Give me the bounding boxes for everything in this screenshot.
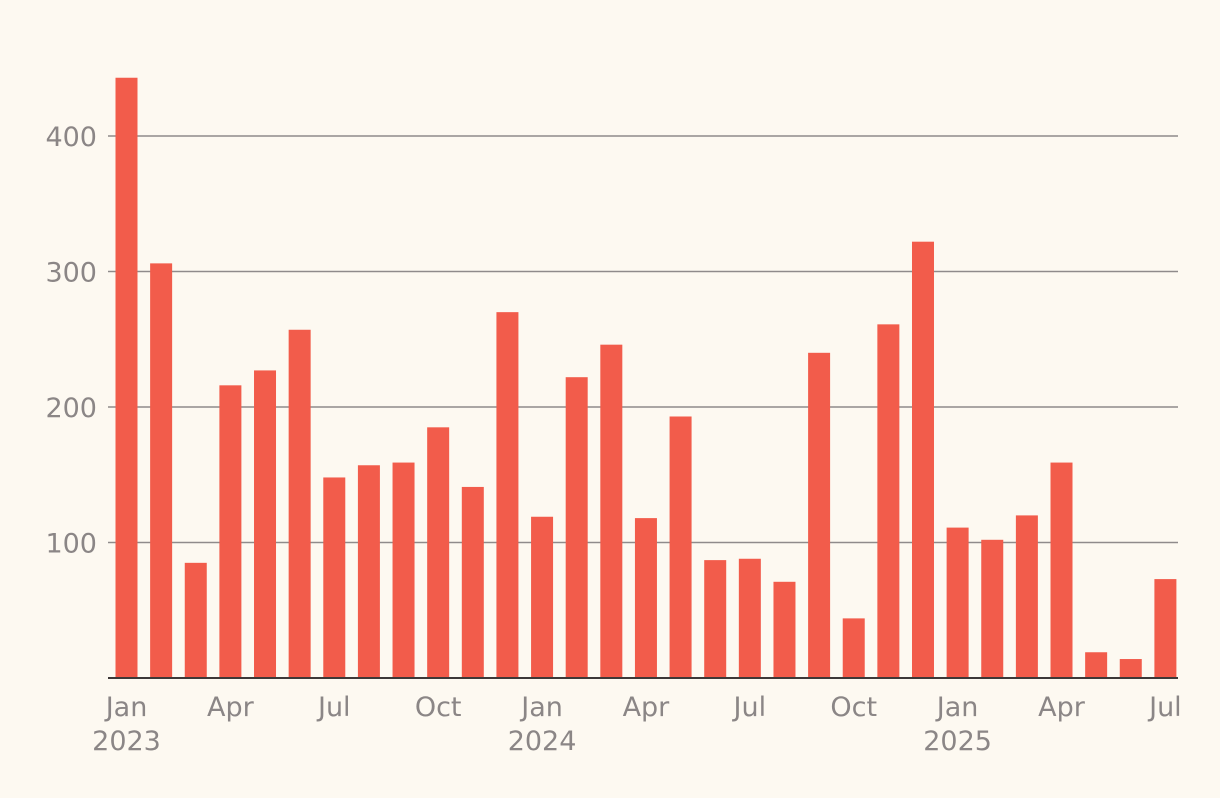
bar-2023-04 — [219, 385, 242, 678]
bar-2025-03 — [1015, 515, 1038, 678]
bar-2023-01 — [115, 77, 138, 679]
bar-2024-11 — [877, 324, 900, 678]
x-tick-label-jul-6: Jul — [316, 692, 351, 723]
bar-2023-11 — [461, 486, 484, 678]
x-tick-label-jul-18: Jul — [732, 692, 767, 723]
y-tick-label-100: 100 — [45, 529, 97, 560]
bar-2023-05 — [254, 370, 277, 678]
bar-2024-09 — [808, 352, 831, 678]
x-tick-label-jul-30: Jul — [1147, 692, 1182, 723]
bar-2024-12 — [911, 241, 934, 678]
x-tick-label-jan-24: Jan — [935, 692, 979, 723]
y-tick-label-300: 300 — [45, 258, 97, 289]
bars — [115, 77, 1177, 679]
bar-2023-08 — [357, 465, 380, 678]
x-tick-label-oct-21: Oct — [830, 692, 877, 723]
bar-2023-09 — [392, 462, 415, 678]
y-tick-label-400: 400 — [45, 122, 97, 153]
bar-2023-02 — [150, 263, 173, 678]
bar-2024-05 — [669, 416, 692, 678]
bar-2023-06 — [288, 329, 311, 678]
bar-2023-07 — [323, 477, 346, 678]
bar-2024-03 — [600, 344, 623, 678]
x-tick-label-jan-12: Jan — [519, 692, 563, 723]
x-tick-year-2023: 2023 — [92, 726, 161, 757]
bar-2024-04 — [634, 518, 657, 678]
x-tick-label-jan-0: Jan — [104, 692, 148, 723]
bar-2025-06 — [1119, 659, 1142, 678]
x-tick-year-2024: 2024 — [508, 726, 577, 757]
bar-2023-10 — [427, 427, 450, 678]
bar-2024-07 — [738, 558, 761, 678]
x-tick-label-apr-27: Apr — [1038, 692, 1086, 723]
bar-2024-06 — [704, 560, 727, 678]
y-tick-label-200: 200 — [45, 393, 97, 424]
bar-2025-01 — [946, 527, 969, 678]
bar-2023-03 — [184, 562, 207, 678]
x-tick-label-oct-9: Oct — [415, 692, 462, 723]
bar-2025-07 — [1154, 579, 1177, 678]
x-tick-year-2025: 2025 — [923, 726, 992, 757]
bar-2024-01 — [531, 516, 554, 678]
bar-2025-04 — [1050, 462, 1073, 678]
bar-2025-05 — [1085, 652, 1108, 678]
bar-2024-10 — [842, 618, 865, 678]
bar-2023-12 — [496, 312, 519, 678]
bar-2024-08 — [773, 581, 796, 678]
bar-2024-02 — [565, 377, 588, 678]
y-axis-ticks: 100 200 300 400 — [45, 122, 97, 560]
x-tick-label-apr-15: Apr — [623, 692, 671, 723]
bar-2025-02 — [981, 539, 1004, 678]
x-tick-label-apr-3: Apr — [207, 692, 255, 723]
